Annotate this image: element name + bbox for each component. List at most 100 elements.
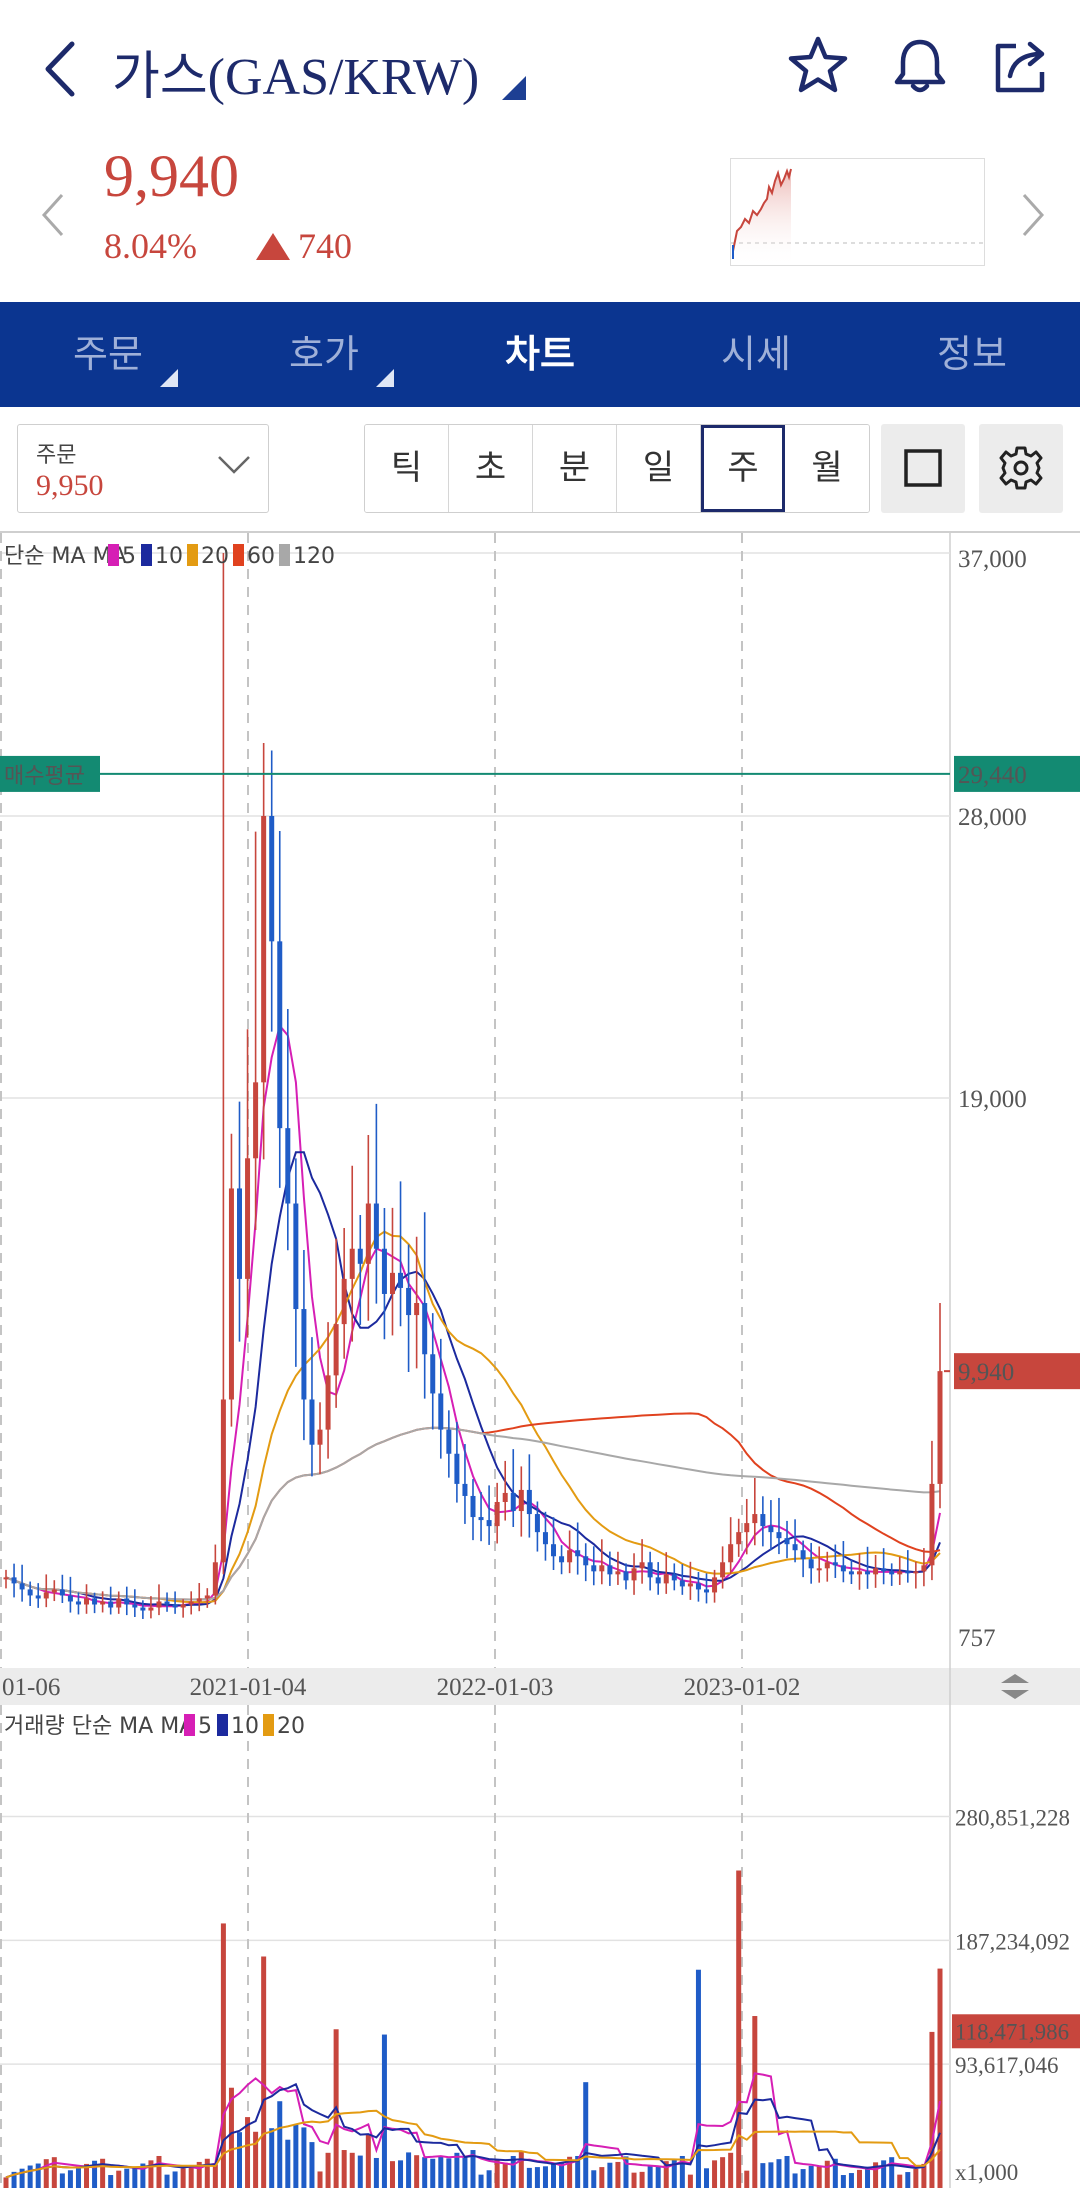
candle-body — [736, 1532, 742, 1545]
page-title[interactable]: 가스(GAS/KRW) — [112, 49, 480, 106]
candle-body — [132, 1604, 138, 1608]
change-amount-value: 740 — [298, 226, 352, 266]
volume-bar — [204, 2158, 210, 2188]
volume-bar — [132, 2166, 138, 2188]
volume-bar — [19, 2168, 25, 2188]
price-legend-title: 단순 MA MA — [4, 544, 127, 569]
drawing-mode-button[interactable] — [881, 424, 965, 513]
candle-body — [583, 1556, 589, 1566]
volume-legend-title: 거래량 단순 MA MA — [4, 1714, 194, 1739]
candle-body — [865, 1571, 871, 1575]
period-button[interactable]: 일 — [617, 425, 701, 512]
volume-bar — [760, 2163, 766, 2188]
candle-body — [446, 1429, 452, 1454]
period-button[interactable]: 초 — [449, 425, 533, 512]
volume-bar — [172, 2171, 178, 2188]
mini-chart[interactable] — [730, 158, 986, 267]
volume-bar — [551, 2163, 557, 2188]
volume-bar — [11, 2171, 17, 2188]
tab-1[interactable]: 호가 — [216, 302, 432, 407]
volume-bar — [695, 1969, 701, 2188]
volume-bar — [349, 2152, 355, 2188]
period-button[interactable]: 틱 — [365, 425, 449, 512]
volume-bar — [486, 2170, 492, 2188]
volume-bar — [607, 2162, 613, 2188]
volume-bar — [768, 2162, 774, 2188]
volume-bar — [92, 2160, 98, 2188]
volume-y-tick-label: 93,617,046 — [955, 2053, 1059, 2078]
candle-body — [559, 1556, 565, 1563]
candle-body — [140, 1607, 146, 1611]
volume-bar — [873, 2162, 879, 2188]
volume-bar — [116, 2170, 122, 2188]
period-button[interactable]: 월 — [785, 425, 869, 512]
candle-body — [510, 1492, 516, 1512]
candle-body — [67, 1595, 73, 1602]
star-icon[interactable] — [786, 34, 850, 98]
tab-3[interactable]: 시세 — [648, 302, 864, 407]
chart-settings-button[interactable] — [979, 424, 1063, 513]
legend-swatch — [279, 544, 290, 566]
candle-body — [43, 1592, 49, 1599]
next-coin-arrow-icon[interactable] — [1018, 190, 1048, 240]
candle-body — [639, 1562, 645, 1569]
candle-body — [687, 1583, 693, 1587]
tab-0[interactable]: 주문 — [0, 302, 216, 407]
price-chart[interactable]: 매수평균 29,440 9,940 37,000 28,000 19,000 757 01-0… — [0, 533, 1080, 2190]
volume-bar — [583, 2082, 589, 2188]
candle-body — [19, 1583, 25, 1590]
order-type-select[interactable]: 주문 9,950 — [17, 424, 269, 513]
volume-bar — [816, 2166, 822, 2188]
volume-bar — [373, 2157, 379, 2188]
moving-average-lines — [5, 1023, 941, 1608]
avg-buy-value: 29,440 — [958, 762, 1027, 789]
candle-body — [663, 1574, 669, 1584]
candle-body — [92, 1598, 98, 1605]
volume-bar — [792, 2173, 798, 2188]
period-button[interactable]: 주 — [701, 425, 785, 512]
volume-bar — [180, 2168, 186, 2188]
candle-body — [381, 1248, 387, 1294]
share-icon[interactable] — [990, 34, 1054, 98]
candle-body — [389, 1272, 395, 1294]
volume-bar — [679, 2155, 685, 2188]
up-triangle-icon — [256, 233, 290, 260]
title-dropdown-caret-icon[interactable] — [502, 76, 526, 100]
volume-bar — [559, 2162, 565, 2188]
back-arrow-icon[interactable] — [36, 36, 86, 102]
volume-unit-label: x1,000 — [955, 2160, 1018, 2185]
candle-body — [51, 1589, 57, 1593]
main-tab-bar: 주문 호가 차트 시세 정보 — [0, 302, 1080, 407]
volume-bar — [848, 2173, 854, 2188]
candle-body — [599, 1565, 605, 1572]
volume-bar — [567, 2156, 573, 2188]
candle-body — [325, 1375, 331, 1430]
avg-buy-label: 매수평균 — [4, 764, 85, 789]
period-button[interactable]: 분 — [533, 425, 617, 512]
tab-2[interactable]: 차트 — [432, 302, 648, 407]
chart-labels: 매수평균 29,440 9,940 37,000 28,000 19,000 757 01-0… — [0, 544, 1080, 2185]
tab-4[interactable]: 정보 — [864, 302, 1080, 407]
volume-bar — [293, 2124, 299, 2188]
volume-bar — [59, 2173, 65, 2188]
candle-body — [84, 1598, 90, 1605]
prev-coin-arrow-icon[interactable] — [38, 190, 68, 240]
volume-bar — [615, 2161, 621, 2188]
top-bar: 가스(GAS/KRW) — [0, 0, 1080, 140]
volume-bar — [228, 2087, 234, 2188]
volume-y-tick-label: 187,234,092 — [955, 1929, 1070, 1954]
volume-bar — [317, 2171, 323, 2188]
candle-body — [212, 1562, 218, 1596]
candle-body — [760, 1514, 766, 1527]
candle-body — [704, 1589, 709, 1593]
volume-bar — [100, 2158, 106, 2188]
resize-down-icon — [1001, 1690, 1029, 1699]
volume-bar — [277, 2101, 283, 2188]
volume-bar — [840, 2175, 846, 2188]
bell-icon[interactable] — [888, 34, 952, 98]
volume-bar — [929, 2031, 935, 2188]
candle-body — [913, 1571, 919, 1574]
volume-bar — [897, 2174, 903, 2188]
volume-bar — [728, 2152, 734, 2188]
legend-label: 120 — [293, 544, 335, 569]
